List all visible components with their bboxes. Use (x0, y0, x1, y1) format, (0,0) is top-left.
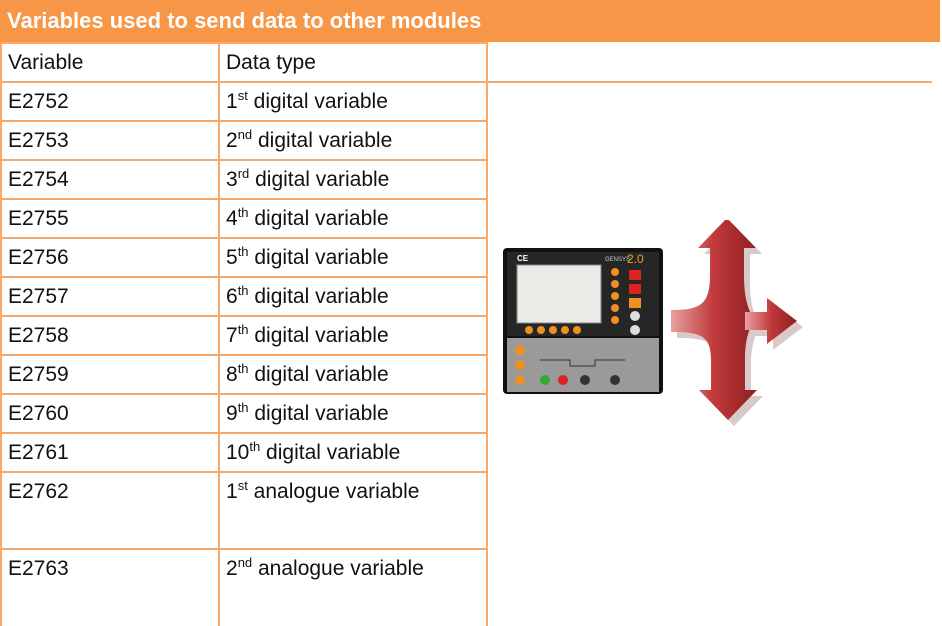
data-type-label: digital variable (254, 402, 389, 425)
variable-cell: E2760 (0, 393, 220, 434)
data-type-label: digital variable (266, 441, 401, 464)
ordinal-suffix: th (237, 244, 249, 259)
device-version: 2.0 (627, 252, 644, 266)
data-type-cell: 2nd analogue variable (218, 548, 488, 626)
table-row: E2753 2nd digital variable (0, 120, 932, 161)
column-header: Data type (218, 42, 488, 83)
ordinal: 10 (226, 441, 250, 464)
ordinal-suffix: th (237, 205, 249, 220)
ordinal-suffix: st (237, 478, 248, 493)
ordinal: 1 (226, 480, 238, 503)
ordinal-suffix: nd (237, 555, 253, 570)
ordinal: 8 (226, 363, 238, 386)
variable-cell: E2753 (0, 120, 220, 161)
table-row: E2754 3rd digital variable (0, 159, 932, 200)
data-type-label: digital variable (254, 363, 389, 386)
data-type-cell: 4th digital variable (218, 198, 488, 239)
module-illustration: CE GENSYS 2.0 (503, 220, 803, 426)
data-type-label: digital variable (258, 129, 393, 152)
ordinal-suffix: st (237, 88, 248, 103)
data-type-cell: 3rd digital variable (218, 159, 488, 200)
ordinal: 7 (226, 324, 238, 347)
ordinal: 2 (226, 557, 238, 580)
ordinal: 1 (226, 90, 238, 113)
table-row: E2761 10th digital variable (0, 432, 932, 473)
data-type-label: digital variable (254, 324, 389, 347)
ordinal-suffix: th (237, 400, 249, 415)
table-row: E2762 1st analogue variable (0, 471, 932, 550)
ordinal: 3 (226, 168, 238, 191)
empty-cell (486, 43, 932, 83)
ordinal: 2 (226, 129, 238, 152)
data-type-label: digital variable (255, 168, 390, 191)
data-type-label: analogue variable (253, 480, 420, 503)
device-model: GENSYS (605, 257, 630, 263)
table-row: E2758 7th digital variable (0, 315, 932, 356)
table-row: E2763 2nd analogue variable (0, 548, 932, 626)
variable-cell: E2754 (0, 159, 220, 200)
variable-cell: E2763 (0, 548, 220, 626)
table-title: Variables used to send data to other mod… (0, 0, 940, 42)
ordinal-suffix: th (237, 283, 249, 298)
ordinal-suffix: th (249, 439, 261, 454)
variable-cell: E2758 (0, 315, 220, 356)
ordinal: 5 (226, 246, 238, 269)
data-type-cell: 1st analogue variable (218, 471, 488, 550)
ordinal: 9 (226, 402, 238, 425)
variable-cell: E2752 (0, 81, 220, 122)
table-row: E2759 8th digital variable (0, 354, 932, 395)
arrows (671, 220, 803, 426)
table-row: E2752 1st digital variable (0, 81, 932, 626)
variable-cell: E2759 (0, 354, 220, 395)
data-type-label: digital variable (254, 246, 389, 269)
table-row: E2760 9th digital variable (0, 393, 932, 434)
data-type-cell: 1st digital variable (218, 81, 488, 122)
table-row: E2755 4th digital variable (0, 198, 932, 239)
data-type-cell: 8th digital variable (218, 354, 488, 395)
data-type-cell: 9th digital variable (218, 393, 488, 434)
data-type-cell: 5th digital variable (218, 237, 488, 278)
ordinal: 6 (226, 285, 238, 308)
device-brand: CE (517, 254, 529, 263)
variable-cell: E2762 (0, 471, 220, 550)
data-type-label: digital variable (254, 285, 389, 308)
header-row: Variable Data type (0, 42, 932, 83)
data-type-label: digital variable (254, 207, 389, 230)
ordinal-suffix: th (237, 322, 249, 337)
ordinal: 4 (226, 207, 238, 230)
table-row: E2757 6th digital variable (0, 276, 932, 317)
column-header: Variable (0, 42, 220, 83)
variable-cell: E2756 (0, 237, 220, 278)
data-type-label: analogue variable (258, 557, 424, 580)
ordinal-suffix: nd (237, 127, 253, 142)
table-row: E2756 5th digital variable (0, 237, 932, 278)
variable-cell: E2757 (0, 276, 220, 317)
variable-cell: E2755 (0, 198, 220, 239)
ordinal-suffix: th (237, 361, 249, 376)
data-type-cell: 7th digital variable (218, 315, 488, 356)
data-type-cell: 10th digital variable (218, 432, 488, 473)
device: CE GENSYS 2.0 (503, 248, 663, 394)
ordinal-suffix: rd (237, 166, 250, 181)
variable-cell: E2761 (0, 432, 220, 473)
data-type-cell: 2nd digital variable (218, 120, 488, 161)
data-type-cell: 6th digital variable (218, 276, 488, 317)
data-type-label: digital variable (253, 90, 388, 113)
variables-table: Variable Data type E2752 1st digital vari… (0, 42, 932, 626)
